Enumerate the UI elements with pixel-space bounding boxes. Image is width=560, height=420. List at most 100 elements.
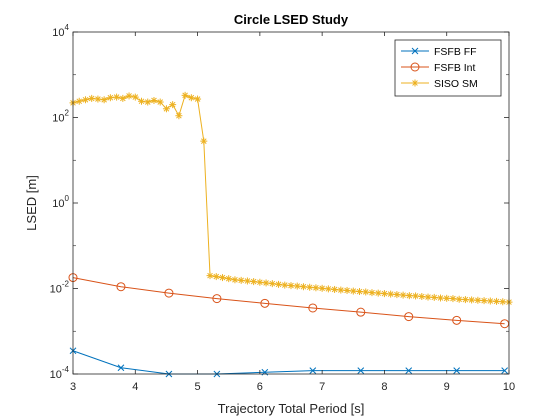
data-point-siso-sm (499, 298, 507, 306)
data-point-fsfb-int (212, 294, 222, 304)
legend-item-fsfb-int: FSFB Int (401, 62, 476, 74)
data-point-siso-sm (374, 289, 382, 297)
data-point-siso-sm (187, 94, 195, 102)
data-point-siso-sm (281, 281, 289, 289)
y-tick-label: 100 (52, 194, 69, 210)
data-point-siso-sm (256, 278, 264, 286)
data-point-siso-sm (299, 283, 307, 291)
x-tick-label: 10 (503, 381, 515, 393)
x-tick-label: 9 (444, 381, 450, 393)
data-point-siso-sm (237, 276, 245, 284)
data-point-siso-sm (436, 294, 444, 302)
y-tick-label: 102 (52, 109, 69, 125)
data-point-siso-sm (424, 293, 432, 301)
data-point-siso-sm (181, 91, 189, 99)
data-point-fsfb-int (356, 307, 366, 317)
data-point-siso-sm (150, 96, 158, 104)
data-point-siso-sm (455, 295, 463, 303)
data-point-siso-sm (131, 93, 139, 101)
data-point-siso-sm (206, 272, 214, 280)
data-point-siso-sm (169, 101, 177, 109)
x-axis-label: Trajectory Total Period [s] (218, 401, 365, 416)
data-point-siso-sm (275, 280, 283, 288)
series-line-fsfb-ff (72, 350, 505, 375)
x-tick-label: 8 (381, 381, 387, 393)
data-point-fsfb-ff (453, 367, 461, 374)
legend-label: FSFB FF (434, 46, 477, 58)
data-point-fsfb-int (308, 303, 318, 313)
y-tick-label: 104 (52, 23, 69, 39)
data-point-siso-sm (405, 292, 413, 300)
data-point-siso-sm (368, 289, 376, 297)
data-point-siso-sm (194, 95, 202, 103)
x-tick-label: 6 (257, 381, 263, 393)
data-point-siso-sm (225, 275, 233, 283)
data-point-siso-sm (318, 284, 326, 292)
data-point-siso-sm (324, 285, 332, 293)
data-point-siso-sm (468, 296, 476, 304)
data-point-fsfb-ff (405, 367, 413, 374)
data-point-fsfb-int (164, 288, 174, 298)
x-tick-label: 7 (319, 381, 325, 393)
data-point-siso-sm (430, 293, 438, 301)
data-point-siso-sm (250, 278, 258, 286)
x-tick-label: 3 (70, 381, 76, 393)
data-point-fsfb-int (452, 315, 462, 325)
series-line-fsfb-int (72, 277, 505, 325)
data-point-siso-sm (243, 277, 251, 285)
data-point-siso-sm (380, 290, 388, 298)
data-point-siso-sm (356, 288, 364, 296)
data-point-siso-sm (480, 297, 488, 305)
data-point-siso-sm (443, 294, 451, 302)
legend-label: SISO SM (434, 78, 478, 90)
data-point-siso-sm (412, 292, 420, 300)
data-point-siso-sm (218, 274, 226, 282)
series-layer (68, 91, 513, 378)
data-point-siso-sm (113, 93, 121, 101)
data-point-siso-sm (156, 98, 164, 106)
data-point-siso-sm (138, 97, 146, 105)
data-point-siso-sm (418, 292, 426, 300)
legend-item-fsfb-ff: FSFB FF (401, 46, 477, 58)
data-point-siso-sm (331, 285, 339, 293)
y-tick-label: 10-2 (50, 280, 70, 296)
data-point-siso-sm (106, 94, 114, 102)
data-point-siso-sm (212, 273, 220, 281)
data-point-fsfb-int (260, 298, 270, 308)
data-point-fsfb-ff (309, 367, 317, 374)
data-point-siso-sm (75, 97, 83, 105)
data-point-fsfb-int (116, 282, 126, 292)
data-point-siso-sm (461, 296, 469, 304)
x-tick-label: 5 (195, 381, 201, 393)
data-point-siso-sm (387, 290, 395, 298)
data-point-siso-sm (293, 282, 301, 290)
data-point-siso-sm (262, 279, 270, 287)
legend-item-siso-sm: SISO SM (401, 78, 478, 90)
data-point-siso-sm (343, 286, 351, 294)
data-point-siso-sm (474, 296, 482, 304)
data-point-siso-sm (349, 287, 357, 295)
y-axis-label: LSED [m] (24, 175, 39, 231)
legend-label: FSFB Int (434, 62, 476, 74)
data-point-siso-sm (94, 95, 102, 103)
data-point-siso-sm (486, 297, 494, 305)
data-point-siso-sm (493, 297, 501, 305)
data-point-siso-sm (100, 96, 108, 104)
data-point-siso-sm (125, 92, 133, 100)
data-point-siso-sm (231, 276, 239, 284)
data-point-siso-sm (268, 280, 276, 288)
data-point-siso-sm (399, 291, 407, 299)
data-point-fsfb-ff (501, 367, 508, 374)
data-point-siso-sm (312, 284, 320, 292)
tick-layer: 3 4 5 6 7 8 9 10 10-4 10-2 100 102 104 (50, 23, 516, 393)
chart-title: Circle LSED Study (234, 12, 349, 27)
data-point-siso-sm (393, 291, 401, 299)
x-tick-label: 4 (132, 381, 138, 393)
data-point-fsfb-int (404, 312, 414, 322)
data-point-siso-sm (119, 94, 127, 102)
data-point-siso-sm (337, 286, 345, 294)
data-point-fsfb-ff (357, 367, 365, 374)
data-point-siso-sm (144, 98, 152, 106)
data-point-siso-sm (287, 282, 295, 290)
